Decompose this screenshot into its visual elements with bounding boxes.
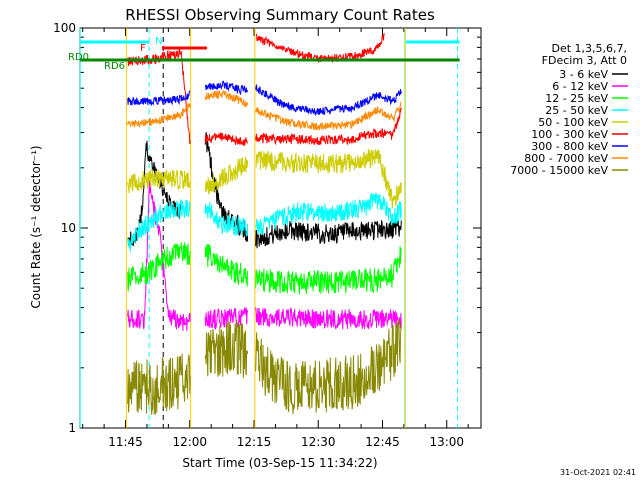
x-tick-label: 12:00 [172, 435, 207, 449]
legend-label-300-800kev: 300 - 800 keV [531, 140, 608, 153]
y-tick-label: 1 [68, 421, 76, 435]
legend-label-3-6kev: 3 - 6 keV [559, 68, 608, 81]
x-axis-label: Start Time (03-Sep-15 11:34:22) [182, 456, 377, 470]
x-tick-label: 12:45 [365, 435, 400, 449]
legend-header-line-2: FDecim 3, Att 0 [542, 54, 627, 67]
series-line-6-12kev [127, 180, 402, 331]
y-tick-label: 10 [61, 221, 76, 235]
y-axis-label: Count Rate (s⁻¹ detector⁻¹) [29, 145, 43, 308]
legend-label-12-25kev: 12 - 25 keV [545, 92, 608, 105]
legend-label-100-300kev: 100 - 300 keV [531, 128, 608, 141]
x-tick-label: 11:45 [108, 435, 143, 449]
x-tick-label: 12:15 [237, 435, 272, 449]
series-line-50-100kev [127, 149, 402, 209]
legend-label-800-7000kev: 800 - 7000 keV [524, 152, 608, 165]
annotation-rd6: RD6 [104, 61, 125, 72]
annotation-f: F [140, 43, 146, 54]
annotation-n: N [155, 36, 162, 47]
footer-timestamp: 31-Oct-2021 02:41 [560, 468, 636, 477]
legend-label-7000-15000kev: 7000 - 15000 keV [510, 164, 608, 177]
x-tick-label: 12:30 [301, 435, 336, 449]
series-line-100-300kev [127, 48, 402, 146]
legend-label-6-12kev: 6 - 12 keV [552, 80, 608, 93]
annotation-rd0: RD0 [68, 52, 89, 63]
x-tick-label: 13:00 [429, 435, 464, 449]
series-line-300-800kev [127, 80, 402, 117]
series-line-100-300kev-upper [255, 33, 385, 63]
series-line-12-25kev [127, 241, 402, 295]
series-line-7000-15000kev [127, 318, 402, 415]
plot-area: 1 10 100 11:45 12:00 12:15 12:30 12:45 13:00 [53, 21, 482, 449]
legend-label-50-100kev: 50 - 100 keV [538, 116, 608, 129]
y-tick-label: 100 [53, 21, 76, 35]
legend-label-25-50kev: 25 - 50 keV [545, 104, 608, 117]
legend: Det 1,3,5,6,7, FDecim 3, Att 0 3 - 6 keV… [510, 42, 628, 177]
series-line-25-50kev [127, 192, 402, 252]
chart-title: RHESSI Observing Summary Count Rates [125, 6, 435, 24]
legend-header-line-1: Det 1,3,5,6,7, [551, 42, 627, 55]
series-line-800-7000kev [127, 89, 402, 131]
